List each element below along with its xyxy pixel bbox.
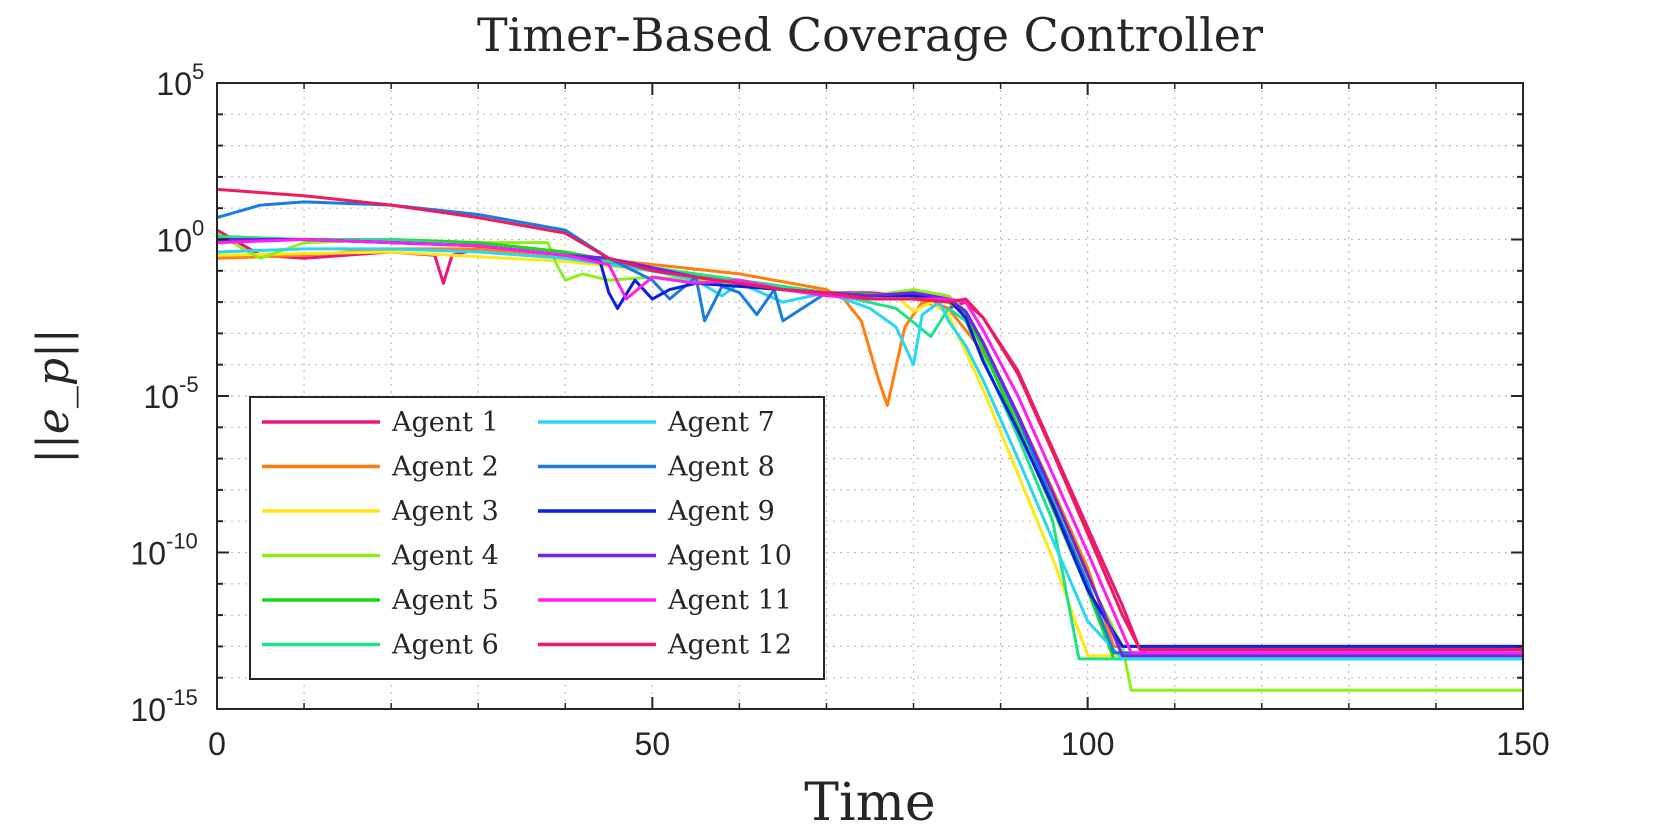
legend-label: Agent 1 bbox=[391, 407, 499, 438]
legend-label: Agent 5 bbox=[391, 585, 499, 616]
chart-title: Timer-Based Coverage Controller bbox=[477, 8, 1263, 62]
x-tick-label: 0 bbox=[208, 726, 226, 762]
legend-entry-agent-5: Agent 5 bbox=[262, 585, 499, 616]
legend-label: Agent 8 bbox=[667, 452, 775, 483]
legend-label: Agent 11 bbox=[667, 585, 792, 616]
x-axis-label: Time bbox=[804, 773, 935, 833]
x-tick-label: 100 bbox=[1061, 726, 1114, 762]
legend-label: Agent 6 bbox=[391, 630, 499, 661]
legend-entry-agent-4: Agent 4 bbox=[262, 541, 499, 572]
y-axis-label: ||e_p|| bbox=[28, 328, 79, 464]
x-tick-label: 50 bbox=[635, 726, 671, 762]
legend-entry-agent-7: Agent 7 bbox=[538, 407, 775, 438]
legend-entry-agent-1: Agent 1 bbox=[262, 407, 499, 438]
y-tick-label: 10 -10 bbox=[130, 529, 197, 572]
legend-entry-agent-10: Agent 10 bbox=[538, 541, 792, 572]
legend-entry-agent-11: Agent 11 bbox=[538, 585, 792, 616]
legend-box bbox=[249, 396, 825, 680]
legend-entry-agent-8: Agent 8 bbox=[538, 452, 775, 483]
y-tick-base: 10 bbox=[130, 536, 166, 572]
y-tick-exponent: -10 bbox=[166, 529, 198, 554]
ticks bbox=[216, 82, 1524, 710]
y-tick-exponent: -5 bbox=[179, 372, 199, 397]
legend-label: Agent 4 bbox=[391, 541, 499, 572]
x-tick-label: 150 bbox=[1496, 726, 1549, 762]
legend-entry-agent-6: Agent 6 bbox=[262, 630, 499, 661]
legend-entry-agent-3: Agent 3 bbox=[262, 496, 499, 527]
y-tick-base: 10 bbox=[143, 379, 179, 415]
x-tick-labels: 0 50 100 150 bbox=[208, 726, 1550, 762]
y-tick-base: 10 bbox=[130, 692, 166, 728]
y-tick-label: 10 5 bbox=[156, 59, 204, 102]
y-tick-label: 10 0 bbox=[156, 216, 204, 259]
y-tick-base: 10 bbox=[156, 66, 192, 102]
y-tick-label: 10 -5 bbox=[143, 372, 198, 415]
series-line-agent-3 bbox=[217, 250, 1523, 658]
y-tick-base: 10 bbox=[156, 223, 192, 259]
legend-label: Agent 9 bbox=[667, 496, 775, 527]
series-line-agent-12 bbox=[217, 187, 1523, 651]
legend-label: Agent 3 bbox=[391, 496, 499, 527]
y-tick-label: 10 -15 bbox=[130, 685, 197, 728]
series-line-agent-7 bbox=[217, 247, 1523, 661]
y-tick-exponent: 0 bbox=[192, 216, 204, 241]
legend-entry-agent-2: Agent 2 bbox=[262, 452, 499, 483]
legend-label: Agent 10 bbox=[667, 541, 792, 572]
legend-label: Agent 2 bbox=[391, 452, 499, 483]
legend-entry-agent-9: Agent 9 bbox=[538, 496, 775, 527]
legend: Agent 1 Agent 2 Agent 3 Agent 4 Agent 5 Agent… bbox=[249, 396, 825, 680]
y-tick-exponent: -15 bbox=[166, 685, 198, 710]
y-tick-exponent: 5 bbox=[192, 59, 204, 84]
series-line-agent-11 bbox=[217, 238, 1523, 655]
legend-label: Agent 12 bbox=[667, 630, 792, 661]
series-layer bbox=[217, 187, 1523, 692]
legend-entry-agent-12: Agent 12 bbox=[538, 630, 792, 661]
legend-label: Agent 7 bbox=[667, 407, 775, 438]
